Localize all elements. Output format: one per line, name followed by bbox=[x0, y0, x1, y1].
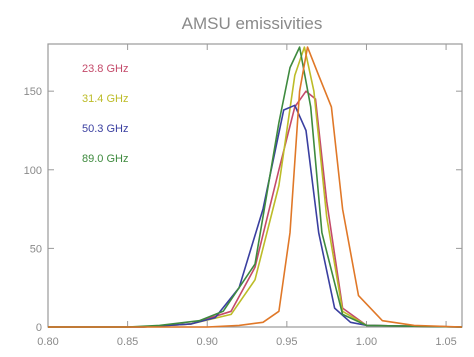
x-tick-label: 1.00 bbox=[356, 336, 377, 348]
plot-frame bbox=[47, 43, 463, 328]
legend: 23.8 GHz 31.4 GHz 50.3 GHz 89.0 GHz bbox=[82, 63, 128, 165]
x-tick-label: 0.95 bbox=[276, 336, 297, 348]
x-tick-label: 0.85 bbox=[117, 336, 138, 348]
y-tick-label: 0 bbox=[36, 322, 42, 334]
legend-entry-4: 89.0 GHz bbox=[82, 153, 128, 165]
x-tick-label: 0.90 bbox=[197, 336, 218, 348]
y-tick-label: 150 bbox=[24, 86, 42, 98]
axes: 0.80 0.85 0.90 0.95 1.00 1.05 0 50 100 150 bbox=[24, 43, 463, 348]
y-tick-label: 50 bbox=[30, 243, 42, 255]
series-line-4 bbox=[48, 46, 463, 328]
legend-entry-2: 31.4 GHz bbox=[82, 93, 128, 105]
series-line-5 bbox=[48, 46, 463, 328]
series-group bbox=[48, 46, 463, 328]
series-line-3 bbox=[48, 104, 463, 328]
x-tick-label: 0.80 bbox=[37, 336, 58, 348]
legend-entry-3: 50.3 GHz bbox=[82, 123, 128, 135]
y-tick-label: 100 bbox=[24, 165, 42, 177]
legend-entry-1: 23.8 GHz bbox=[82, 63, 128, 75]
x-tick-label: 1.05 bbox=[435, 336, 456, 348]
series-line-2 bbox=[48, 46, 463, 328]
chart-title: AMSU emissivities bbox=[182, 14, 323, 33]
